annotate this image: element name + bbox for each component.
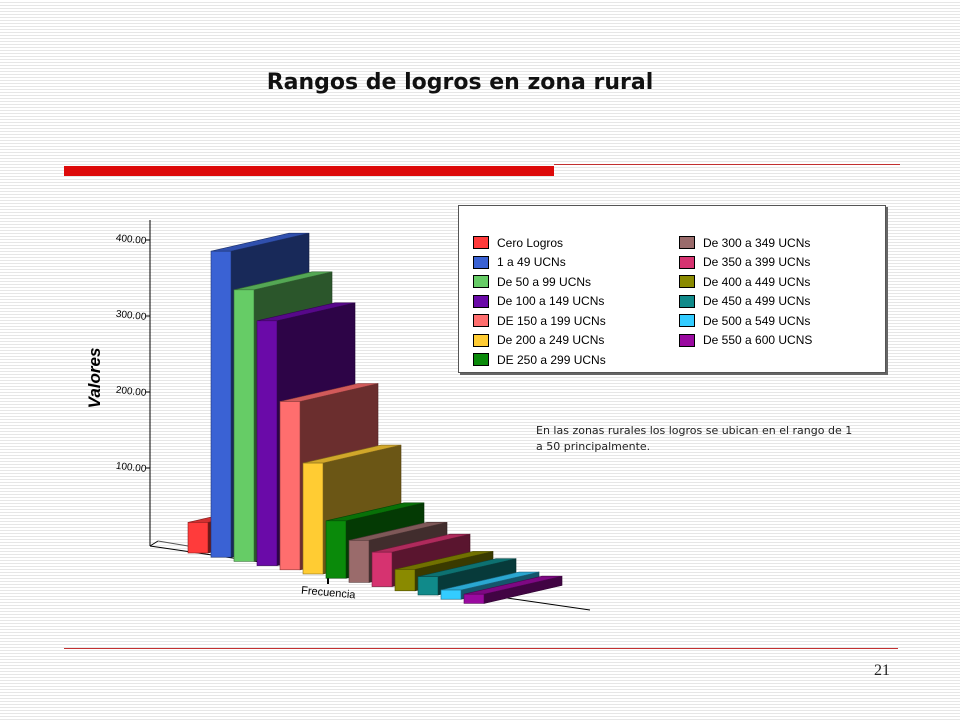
legend-item: De 350 a 399 UCNs (679, 253, 812, 273)
legend-label: De 100 a 149 UCNs (497, 294, 605, 309)
y-tick-label: 100.00 (115, 461, 147, 475)
bar-13 (463, 575, 563, 604)
legend-swatch (679, 333, 695, 347)
slide-title: Rangos de logros en zona rural (266, 70, 654, 95)
legend-item: De 450 a 499 UCNs (679, 292, 812, 312)
chart-legend: Cero Logros 1 a 49 UCNs De 50 a 99 UCNs De … (458, 205, 886, 373)
legend-swatch (473, 314, 489, 328)
legend-column-right: De 300 a 349 UCNs De 350 a 399 UCNs De 400… (679, 233, 812, 350)
bar-front (279, 401, 301, 571)
footer-line (64, 648, 898, 649)
legend-label: De 350 a 399 UCNs (703, 255, 811, 270)
bar-front (233, 289, 255, 562)
legend-label: De 550 a 600 UCNS (703, 333, 813, 348)
floor-depth-edge (149, 540, 159, 547)
bar-front (256, 320, 278, 566)
bar-front (463, 593, 485, 604)
title-accent-bar (64, 166, 554, 176)
legend-swatch (473, 333, 489, 347)
legend-swatch (473, 353, 489, 367)
bar-front (348, 540, 370, 583)
legend-label: De 450 a 499 UCNs (703, 294, 811, 309)
legend-swatch (679, 236, 695, 250)
y-tick-label: 200.00 (115, 385, 147, 399)
y-tick-label: 400.00 (115, 233, 147, 247)
legend-item: De 400 a 449 UCNs (679, 272, 812, 292)
legend-item: DE 250 a 299 UCNs (473, 350, 606, 370)
bar-front (210, 250, 232, 558)
bar-front (187, 522, 209, 554)
legend-label: DE 150 a 199 UCNs (497, 313, 606, 328)
legend-swatch (679, 255, 695, 269)
legend-swatch (679, 294, 695, 308)
legend-swatch (473, 236, 489, 250)
legend-label: 1 a 49 UCNs (497, 255, 566, 270)
x-axis-label: Frecuencia (301, 585, 357, 602)
legend-item: Cero Logros (473, 233, 606, 253)
legend-label: De 200 a 249 UCNs (497, 333, 605, 348)
legend-label: De 500 a 549 UCNs (703, 313, 811, 328)
legend-label: DE 250 a 299 UCNs (497, 352, 606, 367)
legend-label: De 50 a 99 UCNs (497, 274, 592, 289)
y-axis-label: Valores (85, 348, 104, 409)
page-number: 21 (874, 662, 890, 679)
legend-item: DE 150 a 199 UCNs (473, 311, 606, 331)
bar-front (302, 462, 324, 575)
legend-label: De 300 a 349 UCNs (703, 235, 811, 250)
legend-swatch (679, 314, 695, 328)
legend-label: De 400 a 449 UCNs (703, 274, 811, 289)
bar-front (417, 576, 439, 596)
legend-swatch (473, 275, 489, 289)
legend-swatch (473, 294, 489, 308)
legend-item: De 50 a 99 UCNs (473, 272, 606, 292)
legend-item: De 200 a 249 UCNs (473, 331, 606, 351)
legend-column-left: Cero Logros 1 a 49 UCNs De 50 a 99 UCNs De … (473, 233, 606, 370)
legend-item: 1 a 49 UCNs (473, 253, 606, 273)
bar-front (371, 551, 393, 587)
legend-item: De 300 a 349 UCNs (679, 233, 812, 253)
chart-note: En las zonas rurales los logros se ubica… (536, 424, 853, 453)
legend-label: Cero Logros (497, 235, 564, 250)
legend-item: De 550 a 600 UCNS (679, 331, 812, 351)
chart-bars (187, 232, 563, 604)
legend-swatch (473, 255, 489, 269)
title-accent-line (554, 164, 900, 165)
bar-front (325, 520, 347, 579)
legend-item: De 100 a 149 UCNs (473, 292, 606, 312)
legend-item: De 500 a 549 UCNs (679, 311, 812, 331)
legend-swatch (679, 275, 695, 289)
bar-front (440, 589, 462, 600)
y-tick-label: 300.00 (115, 309, 147, 323)
bar-front (394, 569, 416, 592)
